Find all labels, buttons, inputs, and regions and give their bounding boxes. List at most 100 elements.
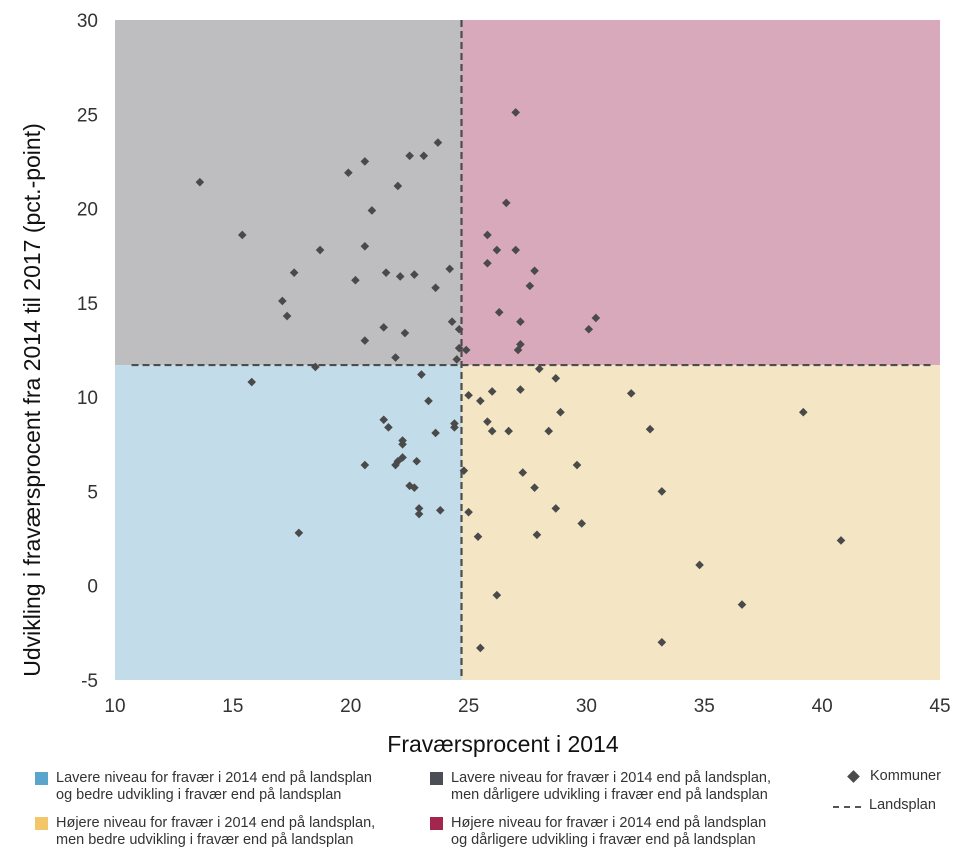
kommune-point: [395, 272, 405, 281]
kommune-point: [494, 307, 504, 317]
kommune-point: [516, 385, 525, 394]
kommune-point: [454, 343, 464, 353]
y-tick-label: 20: [77, 200, 98, 221]
kommune-point: [400, 328, 410, 338]
kommune-point: [311, 362, 320, 372]
kommune-point: [282, 311, 292, 321]
y-tick-label: 15: [77, 294, 98, 315]
kommune-point: [247, 377, 257, 387]
kommune-point: [591, 313, 601, 323]
y-tick-label: 0: [87, 577, 98, 598]
kommune-point: [525, 281, 535, 291]
y-tick-label: -5: [81, 671, 98, 692]
kommune-point: [237, 230, 247, 240]
x-axis-title: Fraværsprocent i 2014: [387, 731, 619, 757]
kommune-point: [473, 532, 483, 541]
kommune-point: [447, 317, 457, 327]
kommune-point: [483, 230, 492, 240]
kommune-point: [419, 151, 429, 161]
kommune-point: [626, 389, 636, 398]
kommune-point: [513, 345, 523, 355]
kommune-point: [483, 417, 492, 426]
kommune-point: [367, 206, 377, 215]
kommune-point: [360, 241, 370, 251]
kommune-point: [476, 396, 485, 406]
kommune-point: [351, 275, 360, 285]
kommune-point: [645, 424, 655, 434]
kommune-point: [551, 504, 561, 513]
x-tick-label: 40: [812, 696, 833, 717]
kommune-point: [431, 283, 440, 293]
kommune-point: [414, 509, 424, 519]
kommune-point: [398, 439, 407, 449]
kommune-point: [836, 536, 846, 545]
kommune-point: [487, 426, 497, 436]
y-tick-label: 5: [87, 482, 98, 503]
kommune-point: [344, 168, 353, 178]
kommune-point: [556, 407, 565, 417]
kommune-point: [511, 245, 521, 255]
kommune-point: [532, 530, 542, 540]
kommune-point: [464, 390, 473, 400]
kommune-point: [577, 519, 587, 528]
kommune-point: [464, 507, 473, 517]
kommune-point: [516, 317, 525, 327]
kommune-point: [424, 396, 433, 406]
kommune-point: [454, 324, 464, 334]
kommune-point: [492, 245, 502, 255]
kommune-point: [410, 483, 419, 492]
kommune-point: [450, 419, 459, 428]
y-axis-title: Udvikling i fraværsprocent fra 2014 til …: [19, 123, 45, 677]
kommune-point: [798, 407, 808, 417]
kommune-point: [461, 345, 471, 355]
kommune-point: [737, 600, 747, 609]
kommune-point: [452, 355, 462, 364]
kommune-point: [379, 323, 389, 332]
kommune-point: [360, 336, 370, 345]
kommune-point: [381, 268, 391, 277]
kommune-point: [360, 460, 370, 470]
kommune-point: [379, 415, 389, 425]
x-tick-label: 20: [340, 696, 361, 717]
x-tick-label: 30: [576, 696, 597, 717]
y-tick-label: 30: [77, 11, 98, 32]
kommune-point: [516, 340, 525, 349]
kommune-point: [476, 643, 485, 653]
kommuner-points: [195, 108, 846, 653]
kommune-point: [483, 258, 492, 268]
kommune-point: [492, 590, 502, 600]
y-axis-ticks: -5 0 5 10 15 20 25 30: [77, 11, 98, 692]
x-tick-label: 15: [222, 696, 243, 717]
quadrant-lower-left: [115, 365, 462, 680]
kommune-point: [518, 468, 528, 477]
kommune-point: [433, 138, 443, 147]
kommune-point: [412, 456, 422, 466]
kommune-point: [384, 423, 393, 432]
x-tick-label: 45: [929, 696, 950, 717]
kommune-point: [584, 324, 594, 334]
kommune-point: [393, 181, 403, 191]
kommune-point: [459, 466, 469, 475]
x-axis-ticks: 10 15 20 25 30 35 40 45: [104, 696, 950, 717]
quadrant-lower-right: [461, 365, 940, 680]
kommune-point: [417, 370, 426, 379]
y-tick-label: 10: [77, 388, 98, 409]
kommune-point: [551, 373, 561, 383]
kommune-point: [360, 157, 370, 166]
kommune-point: [534, 364, 544, 374]
kommune-point: [398, 453, 407, 462]
kommune-point: [530, 266, 539, 276]
kommune-point: [410, 270, 419, 279]
kommune-point: [511, 108, 521, 117]
kommune-point: [445, 264, 455, 274]
kommune-point: [544, 426, 554, 436]
x-tick-label: 35: [694, 696, 715, 717]
kommune-point: [315, 245, 325, 255]
kommune-point: [572, 460, 582, 470]
x-tick-label: 25: [458, 696, 479, 717]
kommune-point: [405, 151, 414, 161]
kommune-point: [391, 353, 400, 362]
kommune-point: [657, 637, 667, 647]
x-tick-label: 10: [104, 696, 125, 717]
kommune-point: [501, 198, 511, 208]
